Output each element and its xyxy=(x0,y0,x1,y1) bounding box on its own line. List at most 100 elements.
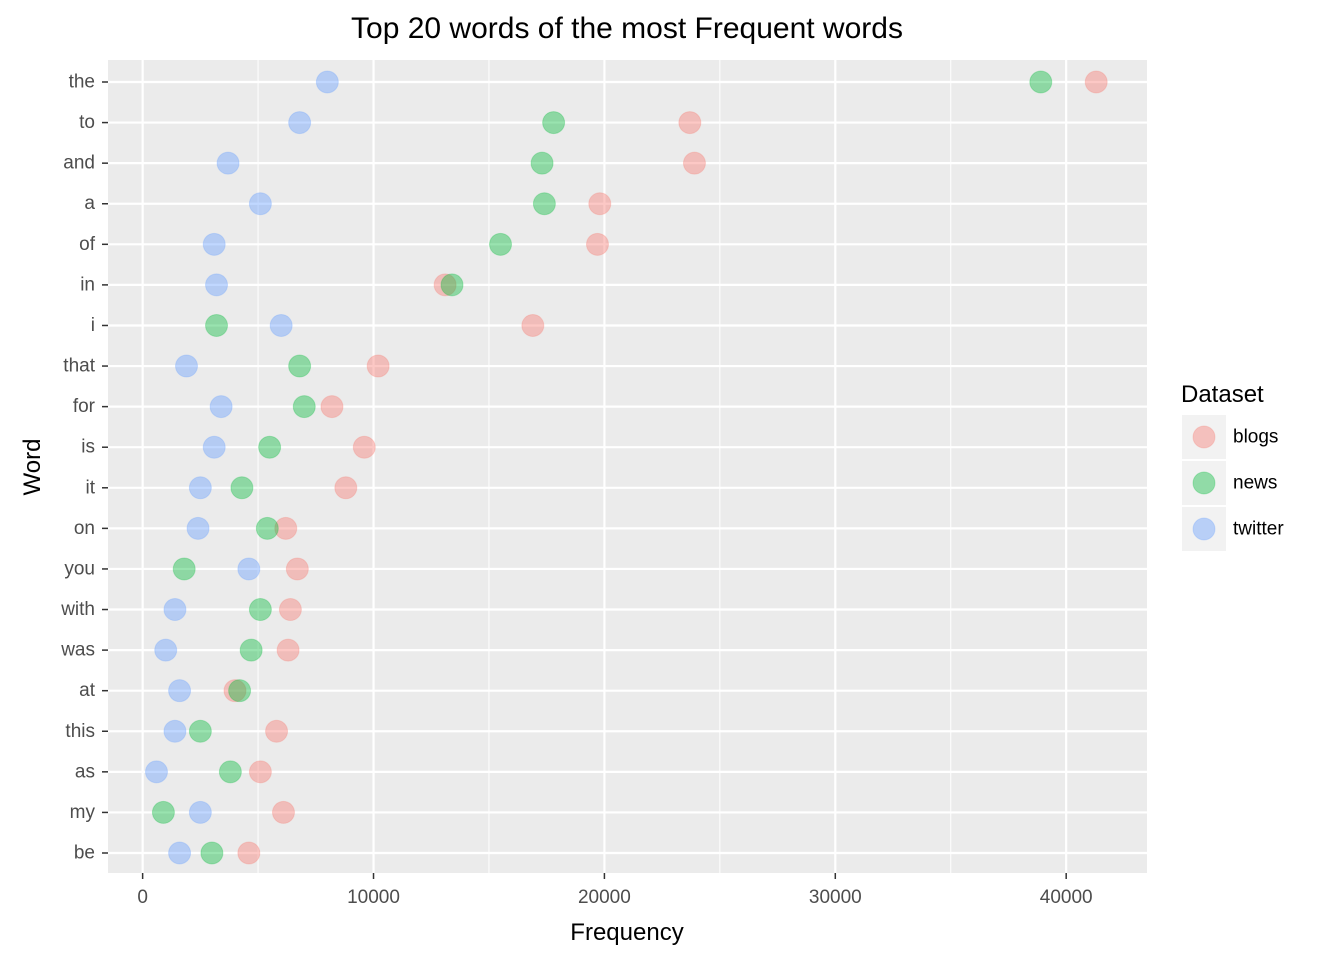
data-point-twitter xyxy=(186,516,210,540)
data-point-blogs xyxy=(588,192,612,216)
x-tick-label: 20000 xyxy=(578,887,631,908)
data-point-blogs xyxy=(366,354,390,378)
data-point-twitter xyxy=(237,557,261,581)
data-point-news xyxy=(151,800,175,824)
y-tick-label: is xyxy=(81,437,95,458)
y-tick-label: a xyxy=(84,193,95,214)
y-tick-label: for xyxy=(73,396,96,417)
data-point-news xyxy=(489,232,513,256)
data-point-twitter xyxy=(168,679,192,703)
data-point-blogs xyxy=(276,638,300,662)
y-tick-label: in xyxy=(80,274,95,295)
y-axis-title: Word xyxy=(19,439,46,496)
data-point-blogs xyxy=(334,476,358,500)
x-axis: 0 10000 20000 30000 40000 xyxy=(137,873,1093,908)
data-point-twitter xyxy=(209,395,233,419)
y-tick-label: the xyxy=(69,72,95,93)
data-point-twitter xyxy=(205,273,229,297)
y-tick-label: that xyxy=(63,356,95,377)
data-point-twitter xyxy=(188,476,212,500)
data-point-twitter xyxy=(315,70,339,94)
data-point-news xyxy=(258,435,282,459)
data-point-twitter xyxy=(248,192,272,216)
data-point-blogs xyxy=(237,841,261,865)
data-point-news xyxy=(230,476,254,500)
x-tick-label: 0 xyxy=(137,887,148,908)
data-point-blogs xyxy=(274,516,298,540)
data-points xyxy=(144,70,1108,865)
y-tick-label: as xyxy=(75,761,95,782)
legend-swatch-blogs xyxy=(1192,425,1216,449)
x-tick-label: 30000 xyxy=(809,887,862,908)
grid-lines xyxy=(108,60,1147,873)
data-point-blogs xyxy=(320,395,344,419)
legend-key-news xyxy=(1182,461,1226,505)
data-point-news xyxy=(532,192,556,216)
legend-label-twitter: twitter xyxy=(1233,519,1284,540)
data-point-news xyxy=(172,557,196,581)
y-tick-label: and xyxy=(63,153,95,174)
y-tick-label: this xyxy=(65,721,95,742)
data-point-blogs xyxy=(433,273,457,297)
data-point-news xyxy=(292,395,316,419)
data-point-news xyxy=(188,719,212,743)
data-point-twitter xyxy=(163,598,187,622)
data-point-twitter xyxy=(154,638,178,662)
data-point-blogs xyxy=(223,679,247,703)
legend-swatch-twitter xyxy=(1192,517,1216,541)
data-point-news xyxy=(200,841,224,865)
legend-swatch-news xyxy=(1192,471,1216,495)
legend-label-news: news xyxy=(1233,473,1277,494)
legend: Dataset blogs news twitter xyxy=(1181,381,1284,551)
data-point-blogs xyxy=(285,557,309,581)
legend-label-blogs: blogs xyxy=(1233,427,1278,448)
data-point-news xyxy=(1029,70,1053,94)
data-point-twitter xyxy=(188,800,212,824)
y-tick-label: to xyxy=(79,112,95,133)
data-point-blogs xyxy=(352,435,376,459)
y-tick-label: you xyxy=(64,558,95,579)
plot-panel xyxy=(108,60,1147,873)
data-point-blogs xyxy=(248,760,272,784)
data-point-blogs xyxy=(1084,70,1108,94)
x-tick-label: 10000 xyxy=(347,887,400,908)
data-point-news xyxy=(440,273,464,297)
data-point-blogs xyxy=(682,151,706,175)
data-point-news xyxy=(248,598,272,622)
y-axis: the to and a of in i that for is it on you with was at t… xyxy=(60,72,108,864)
data-point-twitter xyxy=(269,313,293,337)
data-point-news xyxy=(228,679,252,703)
data-point-twitter xyxy=(288,111,312,135)
data-point-news xyxy=(218,760,242,784)
data-point-news xyxy=(239,638,263,662)
y-tick-label: on xyxy=(74,518,95,539)
y-tick-label: of xyxy=(79,234,96,255)
data-point-blogs xyxy=(521,313,545,337)
data-point-blogs xyxy=(265,719,289,743)
legend-key-blogs xyxy=(1182,415,1226,459)
data-point-twitter xyxy=(202,232,226,256)
data-point-twitter xyxy=(163,719,187,743)
data-point-twitter xyxy=(175,354,199,378)
legend-key-twitter xyxy=(1182,507,1226,551)
y-tick-label: at xyxy=(79,680,96,701)
data-point-twitter xyxy=(202,435,226,459)
y-tick-label: was xyxy=(60,640,95,661)
data-point-news xyxy=(255,516,279,540)
data-point-news xyxy=(542,111,566,135)
y-tick-label: i xyxy=(91,315,95,336)
x-tick-label: 40000 xyxy=(1040,887,1093,908)
y-tick-label: with xyxy=(60,599,95,620)
legend-title: Dataset xyxy=(1181,381,1264,408)
x-axis-title: Frequency xyxy=(570,919,683,946)
chart-title: Top 20 words of the most Frequent words xyxy=(351,12,903,45)
data-point-news xyxy=(530,151,554,175)
data-point-news xyxy=(288,354,312,378)
y-tick-label: be xyxy=(74,843,95,864)
data-point-twitter xyxy=(144,760,168,784)
data-point-twitter xyxy=(168,841,192,865)
data-point-news xyxy=(205,313,229,337)
y-tick-label: my xyxy=(70,802,96,823)
data-point-blogs xyxy=(678,111,702,135)
